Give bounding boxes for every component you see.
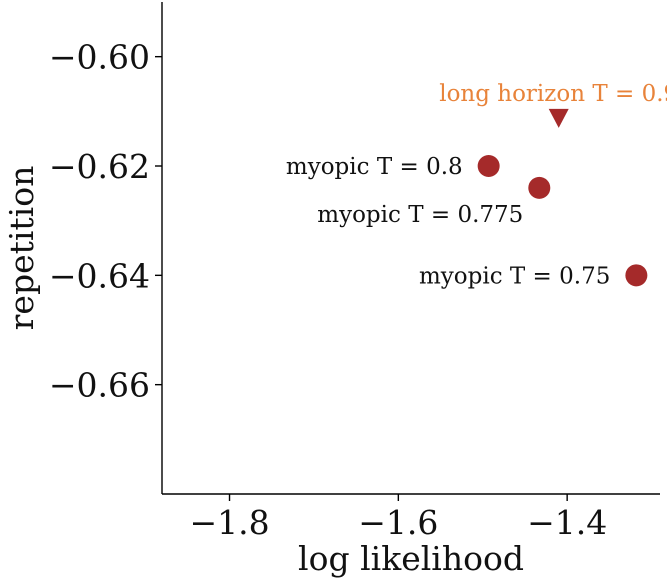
y-tick-label: −0.60 bbox=[49, 38, 150, 77]
y-axis-title: repetition bbox=[2, 166, 41, 331]
circle-marker bbox=[528, 176, 551, 199]
data-marks bbox=[477, 108, 648, 287]
ticks: −1.8 −1.6 −1.4 −0.60 −0.62 −0.64 −0.66 bbox=[49, 38, 607, 542]
y-tick-label: −0.62 bbox=[49, 147, 150, 186]
point-label: long horizon T = 0.9 bbox=[439, 81, 667, 107]
x-tick-label: −1.4 bbox=[527, 503, 607, 542]
y-tick-label: −0.66 bbox=[49, 366, 150, 405]
point-labels: myopic T = 0.8 myopic T = 0.775 myopic T =… bbox=[286, 81, 667, 289]
circle-marker bbox=[477, 155, 500, 177]
axes bbox=[161, 2, 660, 495]
circle-marker bbox=[625, 264, 648, 287]
x-axis-title: log likelihood bbox=[298, 539, 524, 578]
x-tick-label: −1.8 bbox=[189, 503, 269, 542]
point-label: myopic T = 0.775 bbox=[317, 202, 523, 228]
triangle-marker bbox=[548, 108, 569, 128]
point-label: myopic T = 0.8 bbox=[286, 154, 463, 180]
point-label: myopic T = 0.75 bbox=[419, 263, 610, 289]
y-tick-label: −0.64 bbox=[49, 256, 150, 295]
x-tick-label: −1.6 bbox=[358, 503, 438, 542]
